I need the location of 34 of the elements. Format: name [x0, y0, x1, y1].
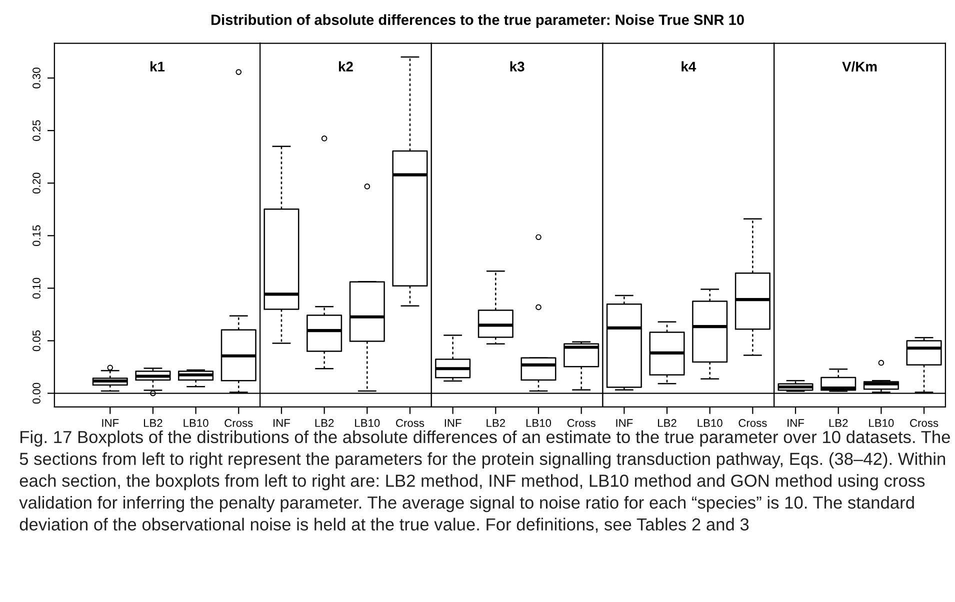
x-tick-label: Cross — [910, 419, 938, 427]
y-tick-label: 0.25 — [32, 120, 40, 141]
text: k4 — [682, 61, 696, 72]
x-tick-label: LB10 — [355, 419, 380, 427]
x-tick-label: Cross — [567, 419, 596, 427]
x-tick-label: LB2 — [315, 419, 334, 427]
y-tick-label: 0.20 — [32, 172, 40, 194]
y-tick-label: 0.15 — [32, 225, 40, 246]
y-tick-label: 0.00 — [32, 382, 40, 404]
x-tick-label: LB2 — [144, 419, 162, 427]
text: k3 — [510, 61, 524, 72]
x-tick-label: INF — [274, 419, 290, 427]
x-tick-label: Cross — [224, 419, 253, 427]
x-tick-label: LB10 — [869, 419, 894, 427]
x-tick-label: INF — [102, 419, 119, 427]
caption: Fig. 17 Boxplots of the distributions of the absolute differences of an estimate to the true parameter over 10 datasets. The 5 sections from left to right represent the parameters for the protein signalling transduction pathway, Eqs. (38–42). Within each section, the boxplots from left to right are: LB2 method, INF method, LB10 method and GON method using cross validation for inferring the penalty parameter. The average signal to noise ratio for each “species” is 10. The standard deviation of the observational noise is held at the true value. For definitions, see Tables 2 and 3 — [19, 430, 950, 533]
x-tick-label: LB2 — [829, 419, 848, 427]
x-tick-label: LB2 — [486, 419, 505, 427]
x-tick-label: INF — [788, 419, 804, 427]
text: Distribution of absolute differences to the true parameter: Noise True SNR 10 — [211, 14, 744, 28]
y-tick-label: 0.10 — [32, 278, 40, 299]
x-tick-label: INF — [444, 419, 462, 427]
x-tick-label: LB2 — [658, 419, 676, 427]
x-tick-label: LB10 — [698, 419, 722, 427]
x-tick-label: LB10 — [526, 419, 552, 427]
text: k1 — [150, 61, 165, 72]
x-tick-label: INF — [616, 419, 633, 427]
x-tick-label: LB10 — [184, 419, 208, 427]
y-tick-label: 0.30 — [32, 68, 40, 88]
text: k2 — [338, 61, 353, 72]
y-tick-label: 0.05 — [32, 330, 40, 352]
x-tick-label: Cross — [396, 419, 424, 427]
x-tick-label: Cross — [738, 419, 767, 427]
text: V/Km — [842, 61, 877, 72]
